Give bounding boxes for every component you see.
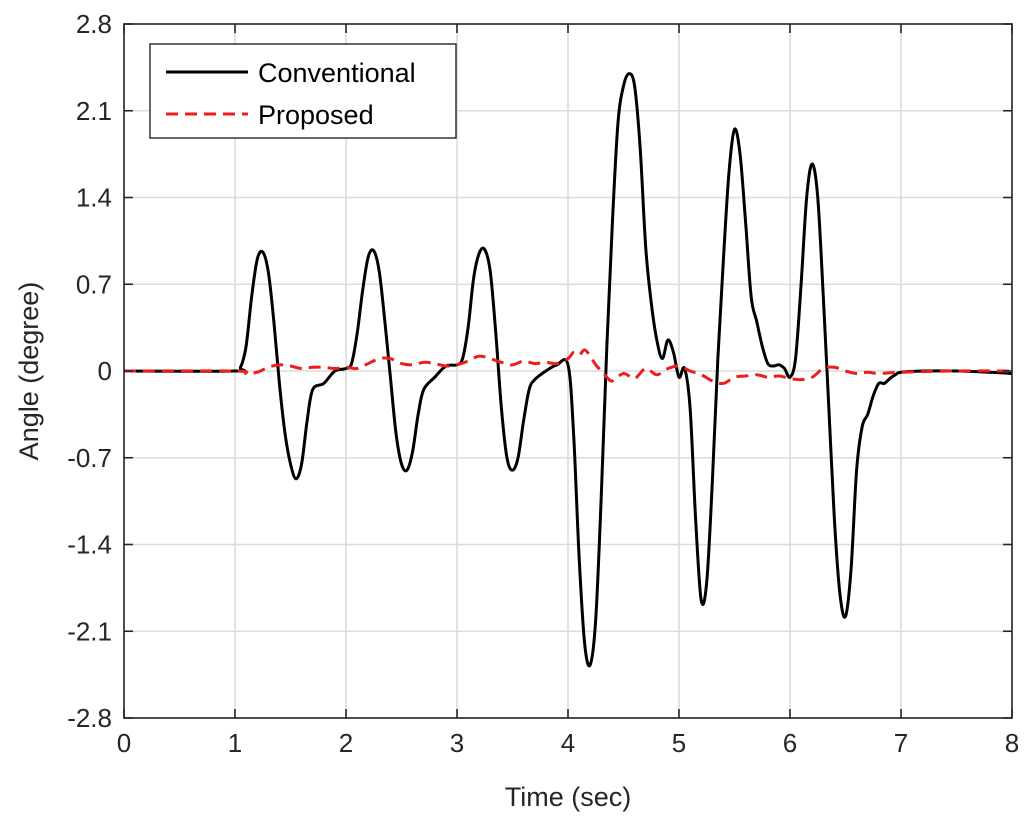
- y-tick-label: 2.1: [76, 96, 112, 126]
- legend-box: [149, 43, 457, 139]
- y-axis-label: Angle (degree): [14, 282, 44, 461]
- legend-label-proposed: Proposed: [258, 100, 374, 130]
- x-tick-labels: 0 1 2 3 4 5 6 7 8: [117, 728, 1019, 758]
- y-tick-label: -2.1: [67, 616, 112, 646]
- series-group: [123, 72, 1013, 668]
- y-tick-label: -2.8: [67, 703, 112, 733]
- y-tick-label: 1.4: [76, 183, 112, 213]
- legend-label-conventional: Conventional: [258, 58, 416, 88]
- y-tick-label: 0: [98, 356, 112, 386]
- x-tick-label: 2: [339, 728, 353, 758]
- x-tick-label: 4: [561, 728, 575, 758]
- x-tick-label: 0: [117, 728, 131, 758]
- series-line-conventional: [123, 72, 1013, 668]
- y-tick-label: -0.7: [67, 443, 112, 473]
- x-tick-label: 1: [228, 728, 242, 758]
- x-tick-label: 5: [672, 728, 686, 758]
- y-tick-labels: 2.8 2.1 1.4 0.7 0 -0.7 -1.4 -2.1 -2.8: [67, 9, 112, 733]
- tick-marks: [123, 23, 1013, 719]
- x-tick-label: 6: [783, 728, 797, 758]
- x-tick-label: 3: [450, 728, 464, 758]
- y-tick-label: -1.4: [67, 530, 112, 560]
- x-axis-label: Time (sec): [505, 782, 632, 812]
- x-tick-label: 8: [1005, 728, 1019, 758]
- y-tick-label: 0.7: [76, 269, 112, 299]
- legend: Conventional Proposed: [149, 43, 457, 139]
- y-tick-label: 2.8: [76, 9, 112, 39]
- x-tick-label: 7: [894, 728, 908, 758]
